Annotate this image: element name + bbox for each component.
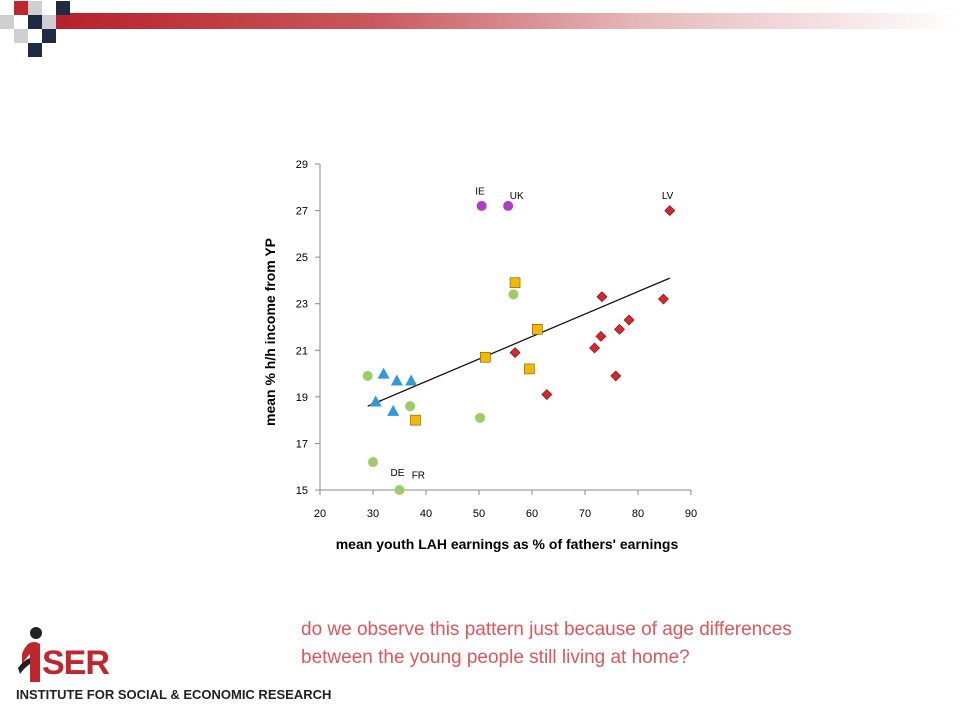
data-point — [596, 291, 608, 303]
data-points — [362, 200, 676, 495]
y-tick-label: 19 — [296, 392, 308, 404]
y-tick-label: 23 — [296, 299, 308, 311]
data-point — [503, 200, 514, 211]
checker-square — [28, 15, 42, 29]
data-point — [476, 200, 487, 211]
data-point — [368, 457, 378, 468]
checker-square — [56, 1, 70, 15]
y-tick-label: 29 — [296, 159, 308, 171]
x-tick-label: 40 — [420, 508, 432, 520]
point-label: IE — [475, 186, 485, 197]
axis-ticks: 15 17 19 21 23 25 27 29 20 30 40 50 60 70 80 90 — [296, 159, 697, 520]
data-point — [614, 323, 625, 335]
data-point — [623, 314, 635, 326]
checker-square — [0, 15, 14, 29]
x-tick-label: 20 — [314, 508, 326, 520]
x-tick-label: 90 — [685, 508, 697, 520]
data-point — [531, 324, 543, 335]
data-point — [390, 374, 403, 386]
point-label: FR — [412, 470, 425, 481]
checker-square — [14, 29, 28, 43]
data-point — [610, 370, 622, 382]
data-point — [589, 342, 600, 354]
iser-logo: SER INSTITUTE FOR SOCIAL & ECONOMIC RESE… — [12, 624, 352, 708]
point-label: UK — [510, 191, 524, 202]
data-point — [475, 412, 486, 423]
x-tick-label: 30 — [367, 508, 379, 520]
x-tick-label: 80 — [632, 508, 644, 520]
question-line-2: between the young people still living at… — [301, 647, 690, 668]
data-point — [524, 363, 535, 375]
data-point — [664, 205, 676, 216]
checker-square — [14, 1, 28, 15]
data-point — [377, 367, 390, 379]
logo-i-icon — [18, 627, 42, 682]
logo-tagline: INSTITUTE FOR SOCIAL & ECONOMIC RESEARCH — [16, 687, 332, 702]
top-gradient-bar — [56, 13, 960, 29]
y-tick-label: 27 — [296, 206, 308, 218]
point-label: LV — [662, 191, 674, 202]
x-tick-label: 60 — [526, 508, 538, 520]
data-point — [658, 293, 669, 305]
data-point — [405, 401, 416, 412]
data-point — [410, 414, 421, 426]
data-point — [509, 277, 521, 289]
data-point — [394, 485, 405, 495]
y-axis-label: mean % h/h income from YP — [262, 238, 278, 426]
data-point — [369, 395, 382, 407]
checker-square — [42, 15, 56, 29]
x-axis-label: mean youth LAH earnings as % of fathers'… — [336, 536, 679, 552]
data-point — [508, 289, 519, 300]
scatter-chart: 15 17 19 21 23 25 27 29 20 30 40 50 60 70 80 90 IE UK LV D… — [262, 159, 697, 552]
data-point — [362, 370, 373, 381]
point-label: DE — [390, 468, 404, 479]
checker-square — [28, 1, 42, 15]
data-point — [509, 347, 521, 359]
data-point — [387, 404, 400, 416]
x-tick-label: 70 — [579, 508, 591, 520]
data-point — [541, 389, 553, 400]
y-tick-label: 15 — [296, 485, 308, 497]
question-line-1: do we observe this pattern just because … — [301, 619, 792, 640]
data-point — [405, 374, 418, 386]
logo-word: SER — [42, 644, 110, 682]
checker-square — [28, 43, 42, 57]
y-tick-label: 25 — [296, 252, 308, 264]
data-point — [595, 330, 607, 342]
y-tick-label: 21 — [296, 345, 308, 357]
point-annotations: IE UK LV DE FR — [390, 186, 673, 481]
trend-line — [367, 277, 671, 407]
y-tick-label: 17 — [296, 438, 308, 450]
question-text: do we observe this pattern just because … — [301, 616, 941, 672]
chart-axes — [319, 164, 691, 491]
checker-square — [42, 29, 56, 43]
data-point — [480, 351, 491, 363]
x-tick-label: 50 — [473, 508, 485, 520]
